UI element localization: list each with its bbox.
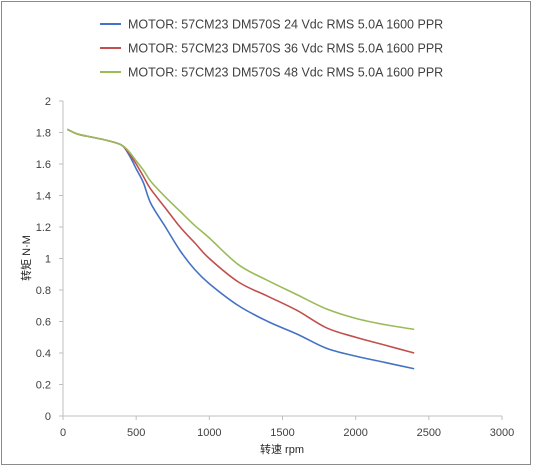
y-tick-label: 0.4 bbox=[36, 348, 51, 360]
y-tick-label: 1.8 bbox=[36, 128, 51, 140]
y-tick-label: 0.2 bbox=[36, 380, 51, 392]
y-tick-label: 0.8 bbox=[36, 285, 51, 297]
y-axis-title: 转矩 N·M bbox=[19, 235, 33, 281]
y-tick-label: 0 bbox=[45, 411, 51, 423]
y-tick-label: 1.6 bbox=[36, 159, 51, 171]
y-tick-label: 1.2 bbox=[36, 222, 51, 234]
axes: 0 0.2 0.4 0.6 0.8 1 1.2 1.4 1.6 1.8 2 0 500 1000 1500 2… bbox=[36, 96, 515, 439]
x-tick-label: 500 bbox=[127, 427, 145, 439]
legend-label: MOTOR: 57CM23 DM570S 36 Vdc RMS 5.0A 160… bbox=[128, 42, 443, 56]
y-tick-label: 1 bbox=[45, 254, 51, 266]
x-tick-label: 2000 bbox=[343, 427, 367, 439]
series-line-24vdc bbox=[67, 128, 415, 370]
x-axis-title: 转速 rpm bbox=[260, 442, 304, 456]
x-tick-label: 1000 bbox=[197, 427, 221, 439]
y-tick-label: 2 bbox=[45, 96, 51, 108]
legend-label: MOTOR: 57CM23 DM570S 24 Vdc RMS 5.0A 160… bbox=[128, 18, 443, 32]
y-tick-label: 1.4 bbox=[36, 191, 51, 203]
x-tick-label: 0 bbox=[60, 427, 66, 439]
x-tick-label: 1500 bbox=[270, 427, 294, 439]
legend-label: MOTOR: 57CM23 DM570S 48 Vdc RMS 5.0A 160… bbox=[128, 66, 443, 80]
x-tick-label: 2500 bbox=[417, 427, 441, 439]
series-line-48vdc bbox=[67, 128, 415, 331]
legend: MOTOR: 57CM23 DM570S 24 Vdc RMS 5.0A 160… bbox=[100, 18, 443, 80]
series-layer bbox=[67, 128, 415, 370]
x-tick-label: 3000 bbox=[490, 427, 514, 439]
y-tick-label: 0.6 bbox=[36, 317, 51, 329]
